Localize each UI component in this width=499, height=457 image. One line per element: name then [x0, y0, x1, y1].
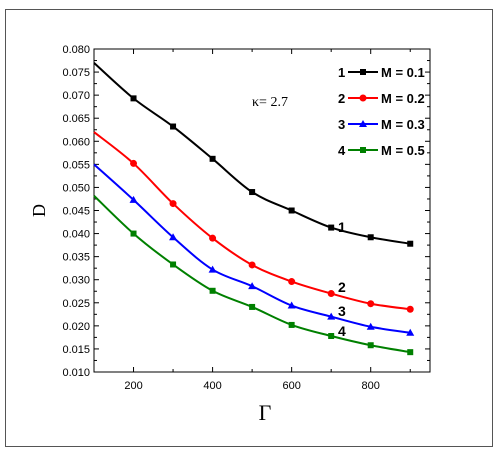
series-1-point	[328, 224, 335, 231]
curve-label-3: 3	[338, 303, 346, 319]
series-4-point	[288, 321, 295, 328]
y-tick-label: 0.050	[62, 182, 90, 194]
series-4-point	[130, 230, 137, 237]
series-2-point	[288, 278, 296, 286]
y-tick-label: 0.010	[62, 367, 90, 379]
legend-index: 1	[338, 65, 345, 80]
y-tick-label: 0.035	[62, 252, 90, 264]
legend-label: M = 0.1	[381, 65, 425, 80]
x-axis-label: Γ	[259, 400, 272, 425]
legend-index: 3	[338, 117, 345, 132]
series-2-point	[327, 290, 335, 298]
series-2-point	[406, 305, 414, 313]
series-3-point	[208, 265, 217, 273]
series-1-point	[249, 189, 256, 196]
axes: 0.010 0.015 0.020 0.025 0.030 0.035 0.040 0.045…	[29, 44, 431, 425]
x-tick-label: 400	[203, 380, 221, 392]
y-tick-label: 0.030	[62, 275, 90, 287]
legend-label: M = 0.5	[381, 143, 425, 158]
legend: 1 M = 0.1 2 M = 0.2 3 M = 0.3 4 M = 0.5	[338, 65, 425, 158]
series-4-point	[328, 333, 335, 340]
series-4-point	[249, 303, 256, 310]
x-tick-label: 800	[362, 380, 380, 392]
series-1-point	[130, 95, 137, 102]
legend-index: 2	[338, 91, 345, 106]
series-3-point	[287, 301, 296, 309]
series-3-point	[366, 322, 375, 330]
y-axis-label: D	[29, 204, 49, 217]
series-3-point	[406, 328, 415, 336]
y-tick-label: 0.080	[62, 44, 90, 56]
legend-label: M = 0.2	[381, 91, 425, 106]
y-tick-label: 0.070	[62, 90, 90, 102]
series-3-point	[248, 282, 257, 290]
series-4-point	[209, 287, 216, 294]
legend-marker	[360, 69, 366, 75]
series-2-point	[209, 234, 217, 242]
legend-marker	[360, 147, 366, 153]
y-tick-label: 0.075	[62, 67, 90, 79]
series-2-point	[367, 300, 375, 308]
series-1-point	[407, 240, 414, 247]
series-4-point	[407, 349, 414, 356]
series-3-point	[169, 233, 178, 241]
legend-label: M = 0.3	[381, 117, 425, 132]
chart-frame	[5, 9, 493, 447]
y-tick-label: 0.055	[62, 159, 90, 171]
series-1-point	[288, 207, 295, 214]
y-tick-label: 0.015	[62, 344, 90, 356]
series-1-point	[209, 155, 216, 162]
series-markers	[129, 95, 415, 356]
x-tick-label: 200	[124, 380, 142, 392]
series-2-point	[248, 261, 256, 269]
y-tick-label: 0.060	[62, 136, 90, 148]
kappa-annotation: κ= 2.7	[252, 95, 288, 110]
legend-marker	[359, 120, 367, 127]
curve-label-1: 1	[338, 219, 346, 235]
series-3-point	[129, 195, 138, 203]
legend-marker	[359, 94, 367, 102]
curve-label-2: 2	[338, 279, 346, 295]
series-2-point	[130, 159, 138, 167]
series-1-point	[170, 123, 177, 130]
series-1-point	[367, 234, 374, 241]
y-tick-label: 0.025	[62, 298, 90, 310]
series-3-point	[327, 312, 336, 320]
y-tick-label: 0.065	[62, 113, 90, 125]
series-line-1	[93, 62, 411, 245]
series-4-point	[367, 342, 374, 349]
labels: κ= 2.7 1 2 3 4	[252, 95, 346, 339]
series-4-point	[170, 261, 177, 268]
y-tick-label: 0.020	[62, 321, 90, 333]
series-2-point	[169, 200, 177, 208]
y-tick-label: 0.040	[62, 229, 90, 241]
legend-index: 4	[338, 143, 346, 158]
y-tick-label: 0.045	[62, 206, 90, 218]
curve-label-4: 4	[338, 323, 346, 339]
series-line-4	[93, 195, 411, 354]
x-tick-label: 600	[282, 380, 300, 392]
